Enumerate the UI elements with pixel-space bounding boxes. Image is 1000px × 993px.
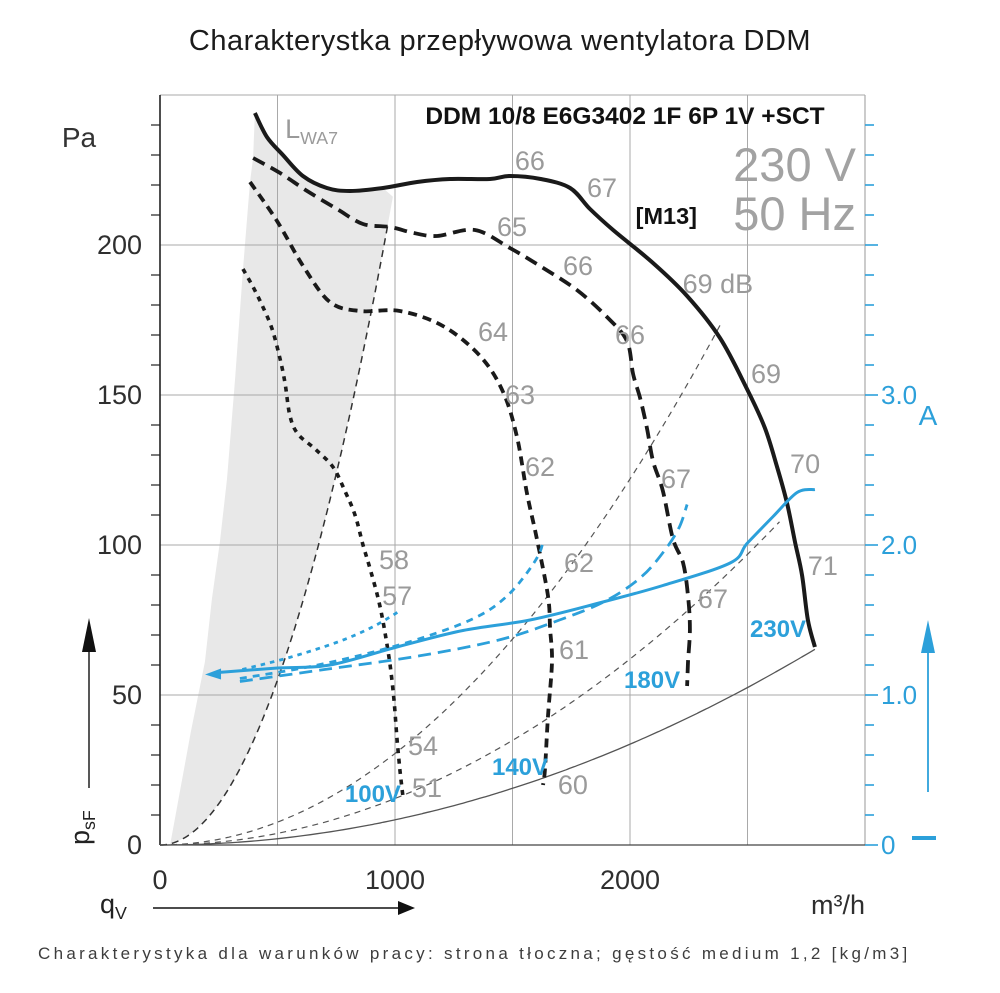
pressure-tick-label: 0	[127, 830, 142, 860]
pressure-axis-arrow-head	[82, 618, 96, 652]
noise-level-label: 62	[525, 452, 555, 482]
flow-axis-symbol: qV	[100, 889, 127, 923]
current-tick-label: 0	[881, 830, 895, 860]
motor-code-label: [M13]	[636, 203, 697, 229]
flow-unit-label: m³/h	[811, 890, 865, 920]
voltage-curve-label: 230V	[750, 616, 806, 643]
flow-tick-label: 1000	[365, 865, 425, 895]
current-unit-label: A	[919, 400, 938, 431]
noise-level-label: 60	[558, 770, 588, 800]
operating-conditions-note: Charakterystyka dla warunków pracy: stro…	[38, 944, 911, 963]
current-tick-label: 2.0	[881, 530, 917, 560]
flow-tick-label: 2000	[600, 865, 660, 895]
noise-level-label: 65	[497, 212, 527, 242]
noise-level-label: 66	[515, 146, 545, 176]
pressure-tick-label: 150	[97, 380, 142, 410]
pressure-tick-label: 100	[97, 530, 142, 560]
noise-level-label: 62	[564, 548, 594, 578]
current-140v	[239, 541, 545, 680]
noise-region-label: LWA7	[285, 114, 338, 148]
noise-level-label: 69	[751, 359, 781, 389]
noise-level-label: 51	[412, 773, 442, 803]
noise-level-label: 69 dB	[683, 269, 754, 299]
flow-axis-arrow-head	[398, 901, 415, 915]
system-curve-main	[159, 648, 816, 846]
pressure-100v	[241, 268, 405, 798]
system-parabola-67db	[159, 521, 780, 846]
noise-level-label: 61	[559, 635, 589, 665]
page-title: Charakterystka przepływowa wentylatora D…	[188, 25, 812, 57]
noise-limit-parabola	[159, 222, 389, 846]
flow-tick-label: 0	[152, 865, 167, 895]
system-parabola-69db	[159, 321, 723, 846]
current-100v	[241, 609, 401, 671]
voltage-curve-label: 140V	[492, 754, 548, 781]
noise-level-label: 64	[478, 317, 508, 347]
current-tick-label: 3.0	[881, 380, 917, 410]
fan-model-label: DDM 10/8 E6G3402 1F 6P 1V +SCT	[425, 103, 824, 130]
current-curve-start-arrow	[205, 668, 222, 680]
supply-voltage-label: 230 V	[733, 138, 856, 191]
voltage-curve-label: 180V	[624, 667, 680, 694]
pressure-180v	[252, 156, 692, 687]
current-230v	[217, 487, 816, 674]
noise-level-label: 71	[808, 551, 838, 581]
noise-level-label: 67	[587, 173, 617, 203]
noise-level-label: 67	[698, 584, 728, 614]
noise-level-label: 66	[563, 251, 593, 281]
current-tick-label: 1.0	[881, 680, 917, 710]
pressure-140v	[248, 180, 554, 786]
pressure-unit-label: Pa	[62, 122, 97, 153]
pressure-230v	[253, 112, 817, 648]
supply-frequency-label: 50 Hz	[733, 187, 856, 240]
pressure-axis-symbol: psF	[65, 810, 99, 845]
noise-level-label: 67	[661, 464, 691, 494]
pressure-tick-label: 50	[112, 680, 142, 710]
recommended-operating-region	[170, 113, 393, 845]
voltage-curve-label: 100V	[345, 781, 401, 808]
noise-level-label: 66	[615, 320, 645, 350]
noise-level-label: 70	[790, 449, 820, 479]
noise-level-label: 63	[505, 380, 535, 410]
current-180v	[239, 504, 689, 683]
noise-level-label: 58	[379, 545, 409, 575]
current-axis-arrow-head	[921, 620, 935, 653]
noise-level-label: 57	[382, 581, 412, 611]
noise-level-label: 54	[408, 731, 438, 761]
pressure-tick-label: 200	[97, 230, 142, 260]
